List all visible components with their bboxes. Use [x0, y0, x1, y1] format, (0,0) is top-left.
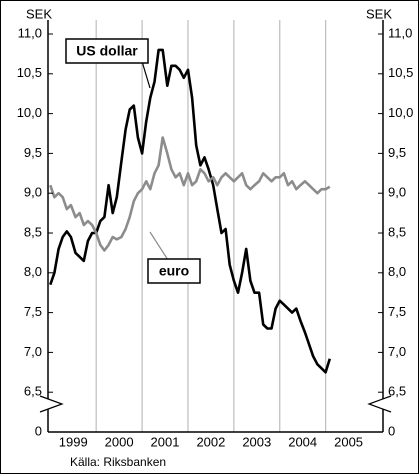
axis-break [39, 395, 64, 413]
leader-line [149, 231, 169, 261]
lines [49, 48, 332, 374]
x-tick-label: 2003 [242, 434, 271, 449]
y2-tick-label: 7,0 [388, 344, 406, 359]
x-tick-label: 2001 [151, 434, 180, 449]
y-tick-label: 8,0 [24, 264, 42, 279]
y-tick-label: 10,0 [17, 105, 42, 120]
x-tick-label: 2000 [105, 434, 134, 449]
y-tick-label: 6,5 [24, 384, 42, 399]
y2-tick-label: 7,5 [388, 304, 406, 319]
y-tick-label: 9,0 [24, 185, 42, 200]
x-tick-label: 2005 [334, 434, 363, 449]
y2-tick-label: 9,5 [388, 145, 406, 160]
y2-tick-label: 0 [388, 423, 395, 438]
y2-tick-label: 8,5 [388, 224, 406, 239]
y-unit: SEK [366, 6, 392, 21]
series-line [49, 136, 331, 252]
y-tick-label: 11,0 [18, 25, 42, 40]
y-unit: SEK [26, 6, 52, 21]
y-tick-label: 7,0 [24, 344, 42, 359]
y2-tick-label: 10,0 [388, 105, 413, 120]
x-tick-label: 2002 [196, 434, 225, 449]
series-label: US dollar [76, 43, 138, 59]
annotation-box [147, 258, 201, 284]
series-label: euro [159, 263, 189, 279]
grid [95, 20, 327, 432]
x-tick-label: 2004 [288, 434, 317, 449]
y2-tick-label: 6,5 [388, 384, 406, 399]
y-tick-label: 9,5 [24, 145, 42, 160]
y-tick-label: 10,5 [17, 65, 42, 80]
y-tick-label: 7,5 [24, 304, 42, 319]
y2-tick-label: 8,0 [388, 264, 406, 279]
axis-break [367, 395, 392, 413]
y-tick-label: 8,5 [24, 224, 42, 239]
annotation-box [65, 38, 149, 64]
y-tick-label: 0 [35, 423, 42, 438]
y2-tick-label: 9,0 [388, 185, 406, 200]
y2-tick-label: 11,0 [388, 25, 412, 40]
y2-tick-label: 10,5 [388, 65, 413, 80]
series-line [49, 48, 332, 374]
source: Källa: Riksbanken [70, 455, 166, 469]
x-tick-label: 1999 [59, 434, 88, 449]
